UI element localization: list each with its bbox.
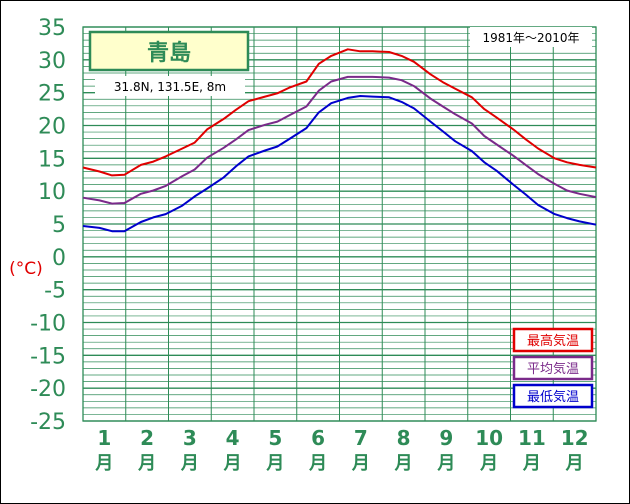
- y-tick-label: 5: [52, 213, 66, 238]
- location-box: [95, 76, 245, 96]
- x-tick-suffix: 月: [479, 453, 498, 474]
- station-name: 青島: [147, 40, 191, 66]
- y-tick-label: 10: [38, 180, 66, 205]
- x-tick-label: 9: [439, 426, 453, 450]
- x-tick-suffix: 月: [308, 453, 327, 474]
- x-tick-label: 1: [97, 426, 111, 450]
- x-tick-label: 7: [354, 426, 368, 450]
- period-box: [470, 27, 592, 47]
- x-tick-suffix: 月: [223, 453, 242, 474]
- x-tick-label: 10: [475, 426, 503, 450]
- period-label: 1981年〜2010年: [482, 31, 579, 45]
- y-tick-label: -10: [30, 312, 66, 337]
- x-tick-suffix: 月: [351, 453, 370, 474]
- legend-label: 最低気温: [527, 389, 579, 405]
- y-tick-label: 25: [38, 82, 66, 107]
- x-tick-label: 5: [268, 426, 282, 450]
- series-line-2: [82, 95, 597, 233]
- x-tick-label: 4: [226, 426, 240, 450]
- x-tick-suffix: 月: [265, 453, 284, 474]
- x-tick-suffix: 月: [180, 453, 199, 474]
- x-tick-label: 8: [397, 426, 411, 450]
- legend-label: 平均気温: [527, 361, 579, 377]
- series-line-0: [82, 48, 597, 177]
- y-tick-label: 30: [38, 49, 66, 74]
- series-lines: [82, 48, 597, 233]
- x-tick-suffix: 月: [436, 453, 455, 474]
- legend-label: 最高気温: [527, 333, 579, 349]
- y-tick-label: -15: [30, 344, 66, 369]
- y-tick-label: -20: [30, 377, 66, 402]
- legend-box: [512, 355, 594, 381]
- x-tick-suffix: 月: [394, 453, 413, 474]
- y-tick-label: -25: [30, 410, 66, 435]
- legend-box: [512, 327, 594, 353]
- x-tick-suffix: 月: [137, 453, 156, 474]
- x-tick-label: 3: [183, 426, 197, 450]
- legend-box: [512, 383, 594, 409]
- x-tick-label: 6: [311, 426, 325, 450]
- y-axis-label: (°C): [9, 259, 43, 279]
- x-tick-label: 2: [140, 426, 154, 450]
- x-tick-suffix: 月: [522, 453, 541, 474]
- x-tick-label: 11: [518, 426, 546, 450]
- station-title-box: [88, 30, 250, 72]
- y-tick-label: 15: [38, 147, 66, 172]
- x-tick-label: 12: [561, 426, 589, 450]
- y-tick-labels: -25 -20 -15 -10 -5 0 5 10 15 20 25 30 35: [30, 16, 66, 435]
- x-tick-suffix: 月: [94, 453, 113, 474]
- y-tick-label: 20: [38, 115, 66, 140]
- y-tick-label: 35: [38, 16, 66, 41]
- x-tick-suffix: 月: [565, 453, 584, 474]
- grid: [82, 26, 597, 422]
- station-location: 31.8N, 131.5E, 8m: [114, 80, 226, 94]
- series-line-1: [82, 75, 597, 205]
- y-tick-label: -5: [44, 279, 66, 304]
- y-tick-label: 0: [52, 246, 66, 271]
- x-tick-labels: 1 月 2 月 3 月 4 月 5 月 6 月 7 月 8 月 9 月 10 月 11 月 12 月: [94, 426, 588, 474]
